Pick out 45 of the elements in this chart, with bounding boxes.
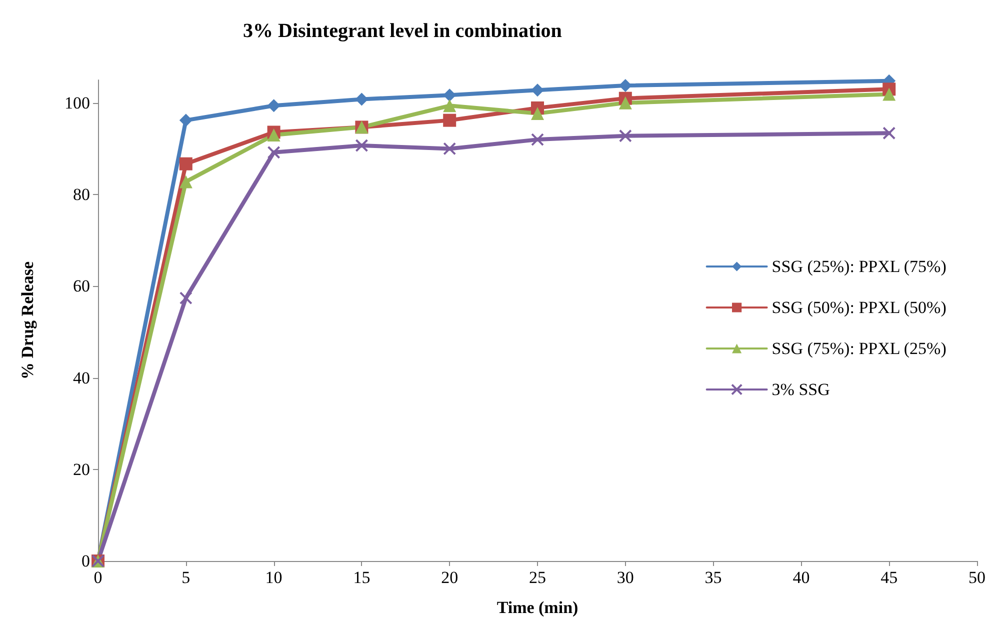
legend-label: SSG (50%): PPXL (50%)	[772, 298, 946, 317]
point	[267, 128, 280, 142]
x-tick-label: 40	[792, 568, 810, 587]
x-tick-label: 25	[529, 568, 546, 587]
y-tick-label: 20	[73, 460, 90, 479]
x-tick-label: 20	[441, 568, 458, 587]
y-tick-label: 40	[73, 368, 90, 388]
x-tick-label: 10	[265, 568, 282, 587]
x-tick-label: 30	[616, 568, 634, 587]
point	[531, 84, 544, 97]
point	[882, 88, 896, 101]
x-tick-label: 5	[182, 568, 190, 587]
point	[179, 175, 192, 188]
y-tick-label: 60	[73, 276, 90, 296]
point	[443, 88, 456, 102]
y-axis-title: % Drug Release	[18, 261, 37, 380]
y-tick-label: 100	[64, 93, 90, 112]
point	[531, 133, 544, 146]
point	[618, 129, 632, 142]
point	[618, 78, 632, 92]
point	[267, 99, 280, 112]
point	[443, 142, 456, 156]
point	[882, 126, 896, 140]
point	[355, 92, 368, 106]
legend-label: SSG (75%): PPXL (25%)	[772, 339, 946, 358]
x-tick-label: 15	[353, 568, 370, 587]
point	[179, 114, 192, 127]
point	[355, 139, 368, 152]
point	[618, 96, 632, 110]
x-tick-label: 0	[94, 568, 102, 587]
point	[443, 99, 456, 112]
point	[179, 157, 192, 170]
y-tick-label: 0	[82, 552, 90, 570]
point	[531, 106, 544, 120]
x-tick-label: 35	[704, 568, 722, 587]
point	[179, 292, 192, 305]
legend-label: SSG (25%): PPXL (75%)	[772, 257, 946, 276]
y-tick-label: 80	[73, 185, 90, 204]
x-tick-label: 45	[880, 568, 898, 587]
legend-label: 3% SSG	[772, 380, 830, 399]
x-axis-title: Time (min)	[496, 598, 578, 617]
point	[267, 146, 280, 159]
x-tick-label: 50	[968, 568, 986, 587]
chart-title: 3% Disintegrant level in combination	[243, 20, 562, 42]
point	[443, 114, 456, 127]
